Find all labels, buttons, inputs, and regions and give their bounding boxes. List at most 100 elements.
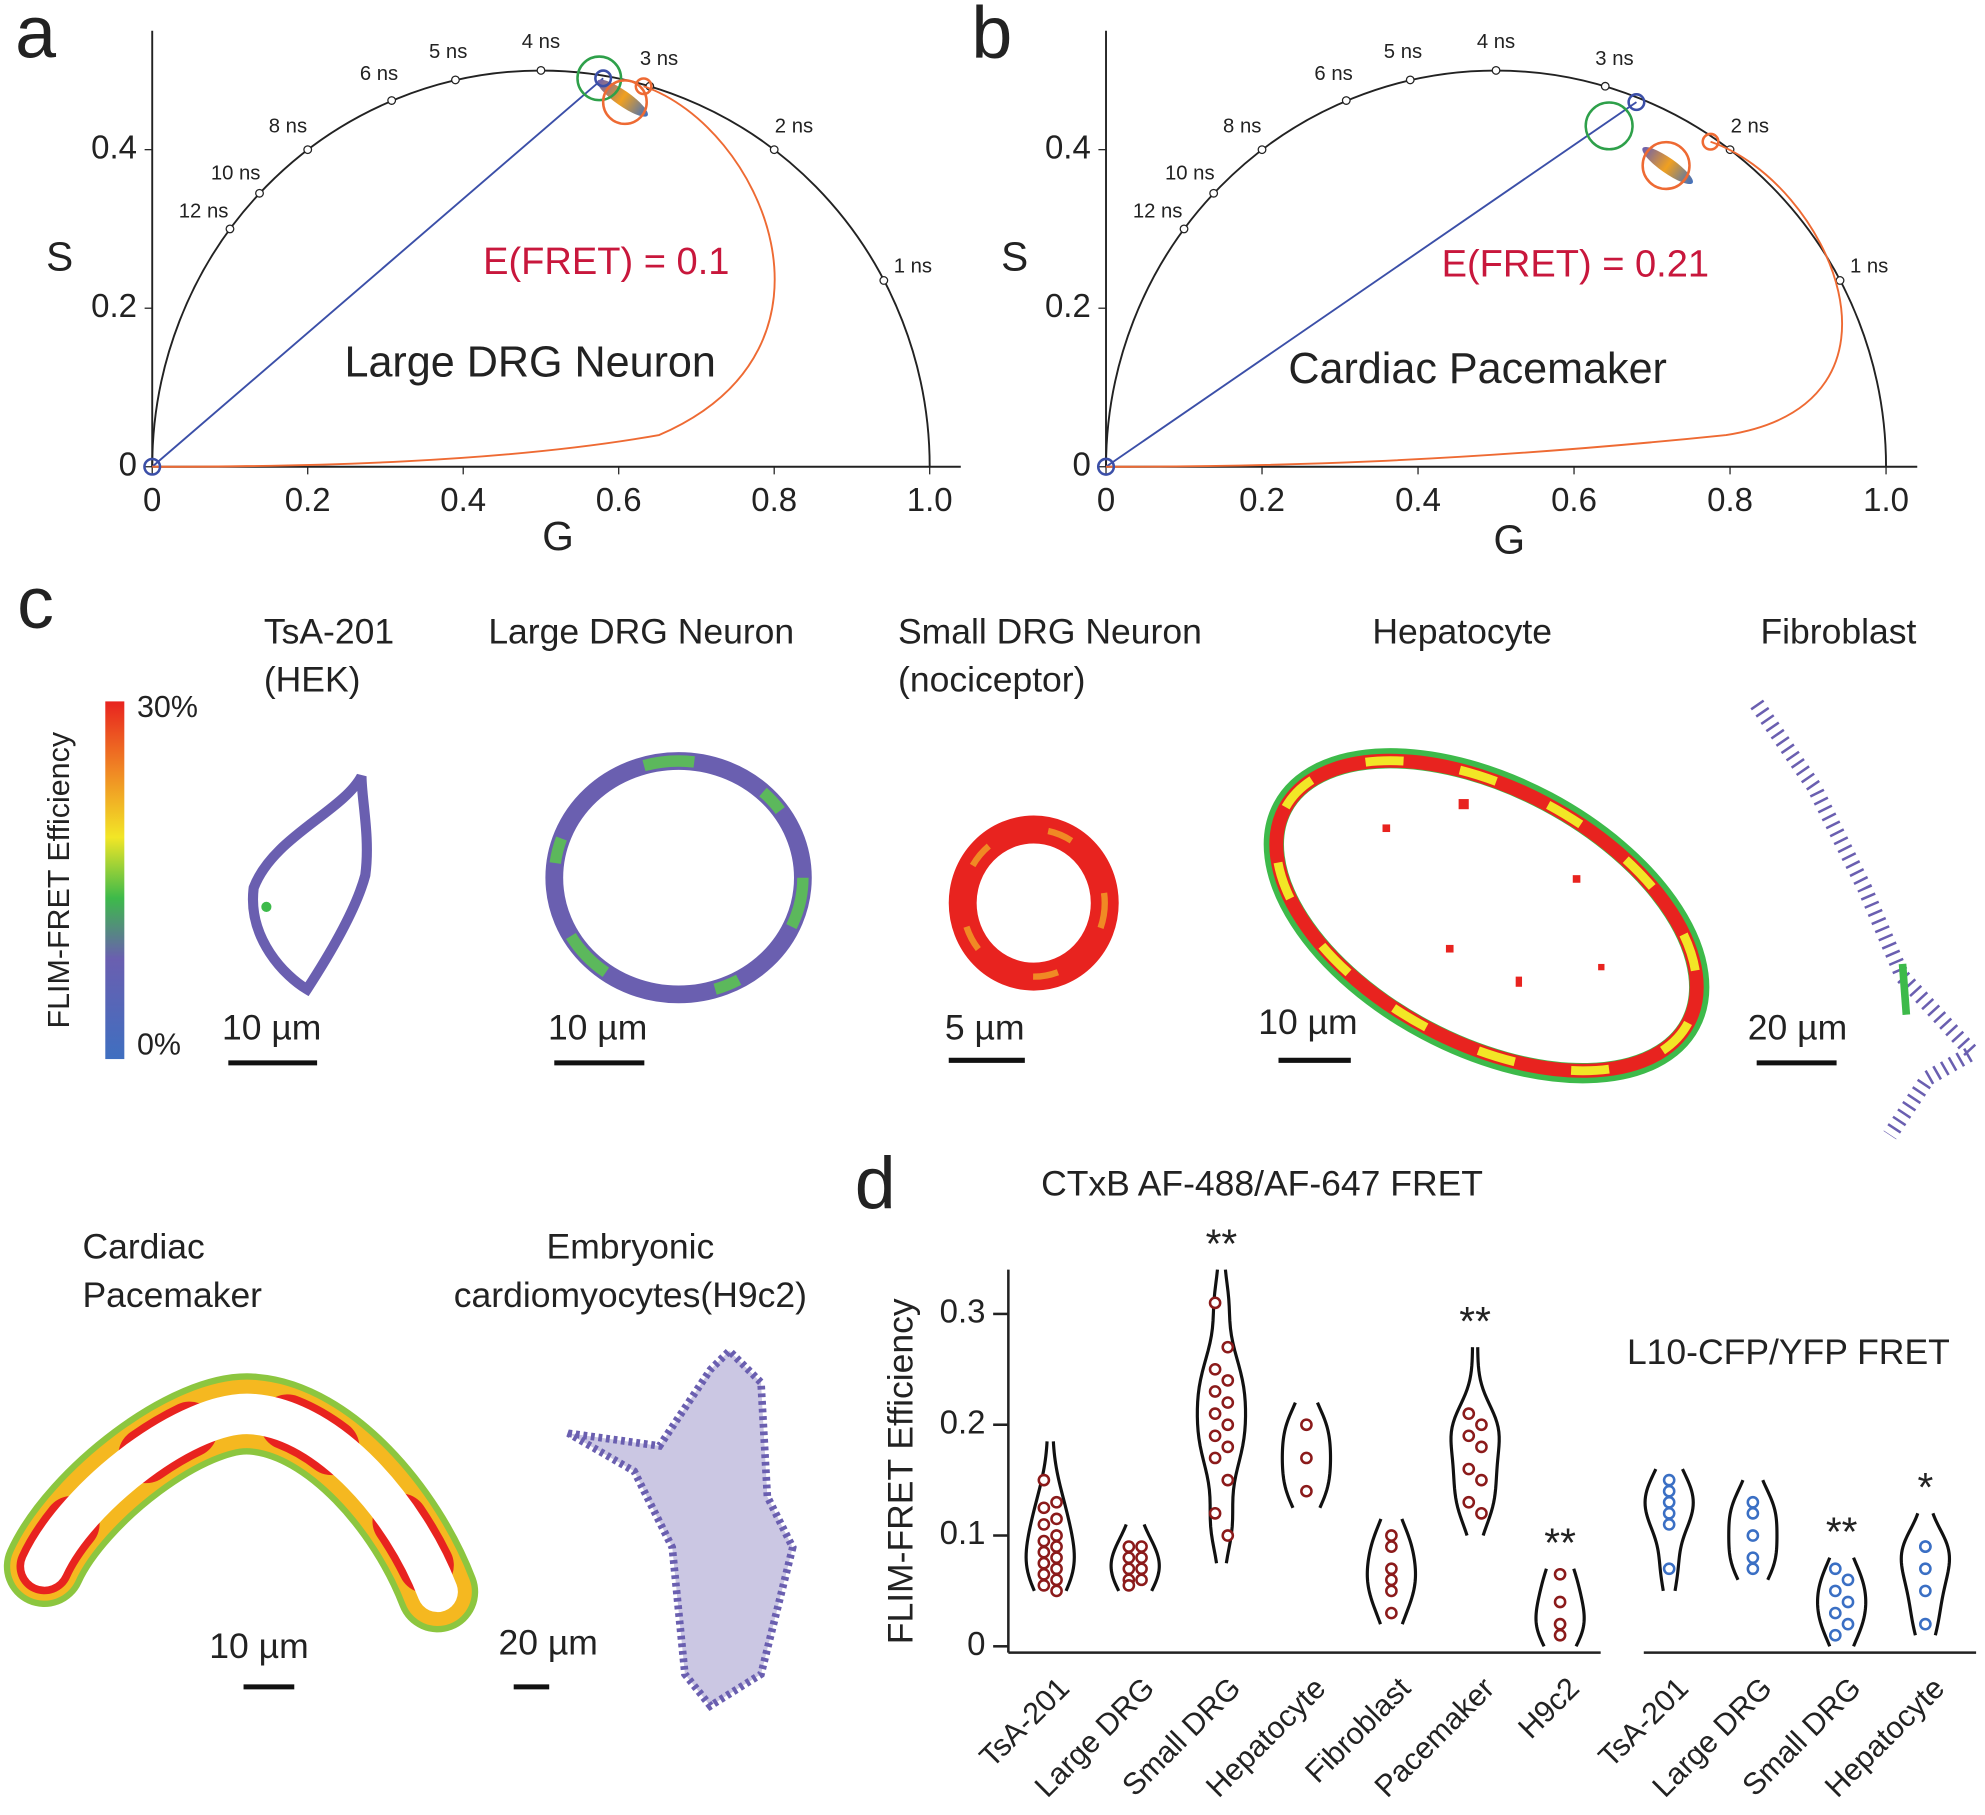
cell-pacemaker-inner — [24, 1393, 458, 1613]
data-point — [1475, 1418, 1488, 1432]
lifetime-label: 3 ns — [640, 48, 678, 70]
plot-title: Cardiac Pacemaker — [1288, 345, 1667, 393]
y-tick-label: 0 — [119, 445, 137, 482]
data-point — [1828, 1606, 1842, 1620]
cell-title: Fibroblast — [1760, 612, 1916, 652]
cell-title: Cardiac — [82, 1227, 204, 1267]
violin-left — [1899, 1512, 1920, 1636]
data-point — [1385, 1540, 1398, 1553]
y-tick-label: 0.3 — [940, 1293, 986, 1330]
violin-right — [1761, 1479, 1779, 1581]
data-point — [1300, 1451, 1313, 1465]
data-point — [1050, 1540, 1063, 1553]
data-point — [1662, 1495, 1676, 1509]
data-point — [1662, 1484, 1676, 1498]
data-point — [1828, 1584, 1842, 1598]
data-point — [1841, 1617, 1855, 1631]
cell-hepatocyte-spots — [1382, 799, 1605, 987]
data-point — [1050, 1495, 1063, 1509]
data-point — [1221, 1396, 1235, 1409]
data-point — [1919, 1562, 1932, 1576]
data-point — [1462, 1407, 1476, 1420]
lifetime-marker — [769, 145, 779, 155]
scale-bar-label: 20 µm — [498, 1622, 597, 1662]
lifetime-marker — [1179, 224, 1189, 234]
data-point — [1208, 1429, 1222, 1443]
lifetime-label: 10 ns — [211, 162, 261, 184]
data-point — [1746, 1507, 1760, 1520]
panel-label: b — [971, 0, 1012, 73]
series-title: CTxB AF-488/AF-647 FRET — [1041, 1163, 1483, 1203]
data-point — [1122, 1551, 1136, 1565]
data-point — [1037, 1567, 1051, 1581]
data-point — [1221, 1374, 1235, 1387]
data-point — [1475, 1473, 1488, 1487]
y-tick-label: 0.4 — [91, 128, 137, 165]
violin-right — [1572, 1568, 1586, 1648]
data-point — [1553, 1567, 1567, 1581]
violin-right — [1476, 1347, 1501, 1537]
y-axis-label: FLIM-FRET Efficiency — [880, 1298, 920, 1644]
colorbar-label: 0% — [137, 1027, 181, 1061]
data-point — [1385, 1606, 1398, 1620]
x-tick-label: 0.4 — [440, 481, 486, 518]
x-tick-label: 1.0 — [1863, 481, 1909, 518]
data-point — [1828, 1562, 1842, 1576]
lifetime-marker — [1341, 96, 1351, 105]
lifetime-label: 6 ns — [360, 63, 398, 85]
data-point — [1462, 1429, 1476, 1443]
cursor — [601, 79, 648, 126]
data-point — [1553, 1595, 1567, 1609]
violin-left — [1024, 1441, 1049, 1592]
colorbar-label: 30% — [137, 690, 198, 724]
x-tick-label: 0.6 — [1551, 481, 1597, 518]
data-point — [1746, 1562, 1760, 1576]
x-tick-label: 0 — [143, 481, 161, 518]
data-point — [1135, 1551, 1148, 1565]
violin-right — [1852, 1557, 1868, 1647]
donor-line — [151, 77, 604, 468]
cursor — [634, 77, 653, 96]
cell-fibroblast — [1750, 699, 1985, 1140]
data-point — [1050, 1573, 1063, 1587]
data-point — [1919, 1540, 1932, 1553]
violin-right — [1051, 1441, 1076, 1592]
violin-right — [1142, 1523, 1161, 1592]
violin-right — [1400, 1518, 1418, 1625]
violin-left — [1815, 1557, 1832, 1647]
data-point — [1385, 1573, 1398, 1587]
lifetime-label: 5 ns — [1384, 41, 1422, 63]
data-point — [1037, 1556, 1051, 1570]
panel-label: d — [855, 1141, 896, 1224]
data-point — [1050, 1551, 1063, 1565]
cursor — [1701, 132, 1720, 151]
cursor — [1641, 140, 1691, 191]
data-point — [1050, 1529, 1063, 1542]
data-point — [1385, 1562, 1398, 1576]
data-point — [1746, 1495, 1760, 1509]
fret-trajectory — [152, 85, 776, 468]
violin-left — [1534, 1568, 1548, 1648]
data-point — [1662, 1473, 1676, 1487]
y-tick-label: 0.2 — [91, 287, 137, 324]
lifetime-marker — [1491, 65, 1501, 75]
data-point — [1475, 1440, 1488, 1454]
violin-right — [1223, 1269, 1248, 1564]
data-point — [1746, 1551, 1760, 1565]
x-tick-label: 0.6 — [596, 481, 642, 518]
x-axis-label: G — [542, 513, 574, 559]
data-point — [1919, 1617, 1932, 1631]
lifetime-label: 6 ns — [1314, 63, 1352, 85]
data-point — [1746, 1529, 1760, 1542]
fret-annotation: E(FRET) = 0.1 — [483, 241, 729, 283]
data-point — [1037, 1473, 1051, 1487]
x-tick-label: 0.2 — [285, 481, 331, 518]
cell-hepatocyte — [1269, 753, 1704, 1078]
cursor — [1627, 93, 1646, 112]
data-point — [1037, 1501, 1051, 1515]
data-point — [1385, 1584, 1398, 1598]
violin-left — [1727, 1479, 1745, 1581]
lifetime-marker — [536, 65, 546, 75]
cell-title: Small DRG Neuron — [898, 612, 1202, 652]
